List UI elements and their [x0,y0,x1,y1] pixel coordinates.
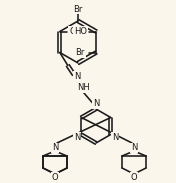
Text: OH: OH [69,27,82,36]
Text: N: N [131,143,137,152]
Text: N: N [112,132,118,141]
Text: NH: NH [77,83,90,92]
Text: N: N [74,72,80,81]
Text: N: N [74,132,80,141]
Text: Br: Br [73,5,83,14]
Text: O: O [131,173,137,182]
Text: N: N [52,143,58,152]
Text: O: O [52,173,58,182]
Text: N: N [93,100,99,109]
Text: Br: Br [76,48,85,57]
Text: HO: HO [74,27,87,36]
